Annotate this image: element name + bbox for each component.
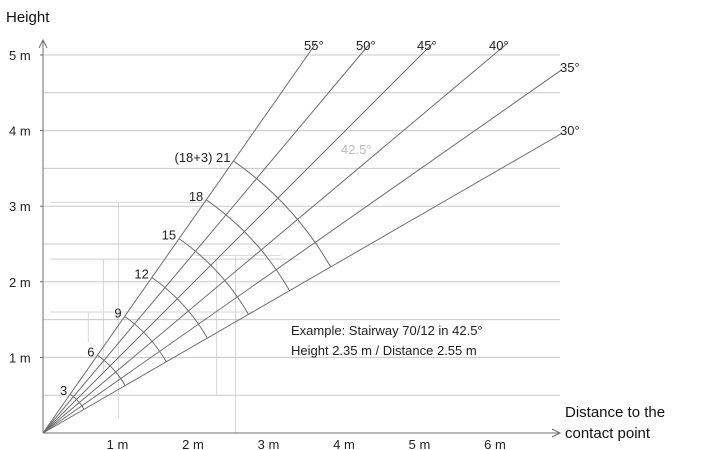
step-label-15: 15: [162, 228, 176, 243]
angle-ray-45: [42, 42, 434, 434]
example-line-1: Example: Stairway 70/12 in 42.5°: [291, 323, 483, 338]
angle-label-45: 45°: [417, 38, 437, 53]
y-axis-title: Height: [6, 9, 50, 26]
y-tick-label: 4 m: [9, 124, 31, 139]
angle-label-40: 40°: [489, 38, 509, 53]
step-arc-9: [124, 315, 167, 363]
angle-label-55: 55°: [304, 38, 324, 53]
angle-label-30: 30°: [560, 123, 580, 138]
y-tick-label: 3 m: [9, 199, 31, 214]
step-label-12: 12: [134, 267, 148, 282]
angle-ray-50: [42, 42, 371, 434]
step-label-9: 9: [114, 305, 121, 320]
angle-label-35: 35°: [560, 60, 580, 75]
x-axis-title-line1: Distance to the: [565, 404, 666, 421]
y-tick-label: 1 m: [9, 350, 31, 365]
x-tick-label: 4 m: [333, 437, 355, 450]
step-label-6: 6: [87, 344, 94, 359]
x-tick-label: 2 m: [182, 437, 204, 450]
step-label-18: 18: [189, 189, 203, 204]
step-arc-6: [97, 354, 126, 386]
step-label-3: 3: [60, 383, 67, 398]
step-label-21: (18+3) 21: [175, 150, 231, 165]
x-tick-label: 5 m: [409, 437, 431, 450]
angle-label-50: 50°: [356, 38, 376, 53]
step-arc-12: [151, 277, 208, 339]
y-tick-label: 5 m: [9, 48, 31, 63]
step-arc-3: [69, 393, 85, 410]
x-tick-label: 1 m: [107, 437, 129, 450]
x-tick-label: 6 m: [484, 437, 506, 450]
angle-ray-30: [42, 132, 562, 434]
y-tick-label: 2 m: [9, 275, 31, 290]
y-axis-arrow: [38, 38, 48, 49]
step-arc-21: [233, 160, 332, 268]
example-line-2: Height 2.35 m / Distance 2.55 m: [291, 343, 477, 358]
step-arc-15: [178, 238, 249, 315]
highlight-angle-label: 42.5°: [341, 142, 372, 157]
x-axis-arrow: [551, 428, 562, 438]
x-tick-label: 3 m: [258, 437, 280, 450]
angle-ray-55: [42, 42, 317, 434]
x-axis-title-line2: contact point: [565, 425, 651, 442]
angle-ray-35: [42, 69, 562, 434]
angle-ray-40: [42, 42, 509, 434]
step-arc-18: [206, 199, 290, 291]
